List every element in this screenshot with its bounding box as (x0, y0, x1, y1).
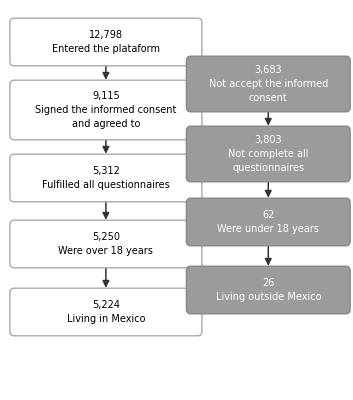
Text: 3,803
Not complete all
questionnaires: 3,803 Not complete all questionnaires (228, 135, 309, 173)
FancyBboxPatch shape (10, 154, 202, 202)
Text: 62
Were under 18 years: 62 Were under 18 years (217, 210, 319, 234)
FancyBboxPatch shape (10, 80, 202, 140)
FancyBboxPatch shape (10, 220, 202, 268)
Text: 5,224
Living in Mexico: 5,224 Living in Mexico (67, 300, 145, 324)
Text: 9,115
Signed the informed consent
and agreed to: 9,115 Signed the informed consent and ag… (35, 91, 177, 129)
FancyBboxPatch shape (186, 126, 350, 182)
Text: 26
Living outside Mexico: 26 Living outside Mexico (216, 278, 321, 302)
Text: 3,683
Not accept the informed
consent: 3,683 Not accept the informed consent (209, 65, 328, 103)
FancyBboxPatch shape (186, 198, 350, 246)
Text: 5,312
Fulfilled all questionnaires: 5,312 Fulfilled all questionnaires (42, 166, 170, 190)
FancyBboxPatch shape (10, 18, 202, 66)
FancyBboxPatch shape (10, 288, 202, 336)
FancyBboxPatch shape (186, 56, 350, 112)
FancyBboxPatch shape (186, 266, 350, 314)
Text: 12,798
Entered the plataform: 12,798 Entered the plataform (52, 30, 160, 54)
Text: 5,250
Were over 18 years: 5,250 Were over 18 years (59, 232, 153, 256)
